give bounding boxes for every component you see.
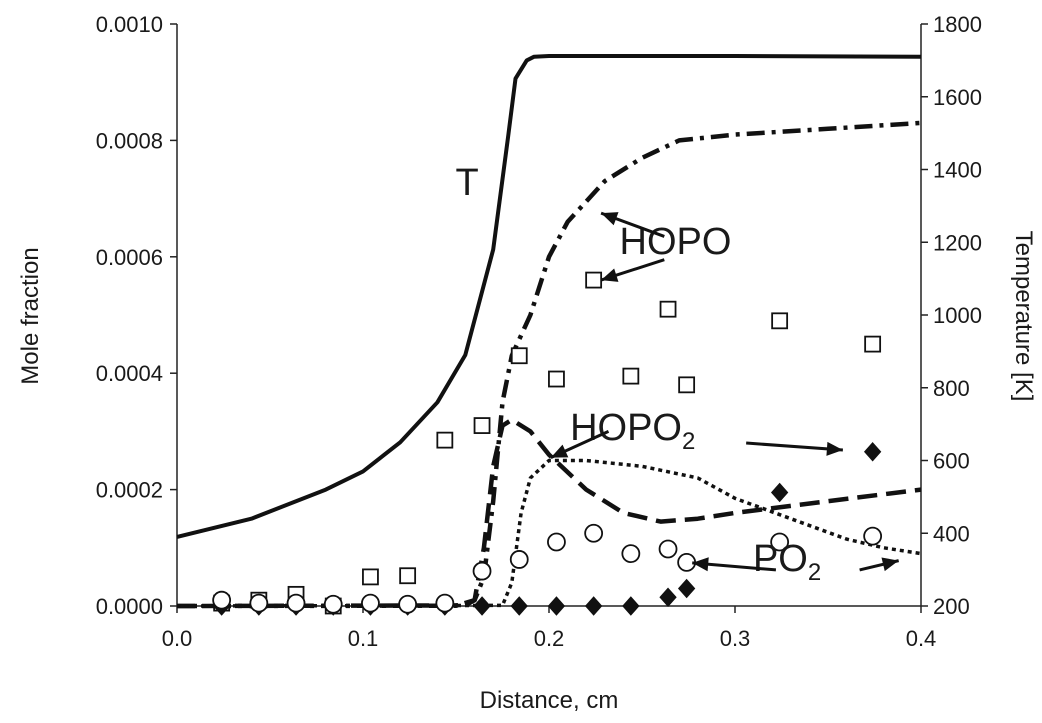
annotation-arrow-head (692, 557, 709, 572)
marker-open-circle (863, 526, 883, 546)
marker-filled-diamond (547, 596, 566, 616)
marker-open-circle (547, 532, 566, 552)
y2-tick-label: 400 (933, 521, 970, 546)
marker-open-circle (584, 523, 604, 543)
y-tick-label: 0.0002 (96, 478, 163, 503)
x-tick-label: 0.2 (534, 626, 565, 651)
annotation-HOPO2: HOPO2 (570, 407, 695, 455)
marker-filled-diamond (510, 596, 528, 616)
marker-open-square (510, 347, 528, 365)
marker-open-circle (286, 593, 306, 613)
annotation-text: T (456, 162, 479, 204)
y-axis-title: Mole fraction (17, 247, 44, 384)
marker-filled-diamond (770, 482, 789, 503)
annotation-arrow-head (826, 441, 843, 456)
marker-open-circle (621, 544, 641, 564)
y2-tick-label: 1000 (933, 303, 982, 328)
y-tick-label: 0.0004 (96, 361, 163, 386)
marker-open-circle (398, 594, 418, 614)
marker-open-circle (472, 561, 492, 581)
y2-tick-label: 800 (933, 376, 970, 401)
y-tick-label: 0.0008 (96, 128, 163, 153)
y-tick-label: 0.0000 (96, 594, 163, 619)
marker-open-circle (212, 590, 232, 610)
marker-open-circle (323, 594, 343, 614)
y2-tick-label: 1600 (933, 85, 982, 110)
marker-open-square (864, 335, 882, 353)
series-line-solid (176, 54, 922, 539)
annotation-text: HOPO (570, 407, 682, 449)
marker-open-square (548, 370, 565, 388)
marker-filled-diamond (584, 596, 603, 616)
tick-labels: 0.0 0.1 0.2 0.3 0.4 0.0000 0.0002 0.0004 0.0006 0… (96, 12, 982, 651)
axes (170, 23, 928, 613)
marker-open-square (473, 417, 491, 434)
marker-open-square (436, 431, 454, 449)
annotation-arrow-head (550, 444, 569, 458)
y2-tick-label: 600 (933, 449, 970, 474)
marker-open-circle (361, 593, 380, 613)
y2-tick-label: 1200 (933, 230, 982, 255)
marker-layer (212, 271, 883, 616)
annotation-PO2: PO2 (753, 538, 821, 586)
annotation-arrow-head (601, 212, 619, 226)
y-tick-label: 0.0010 (96, 12, 163, 37)
marker-open-square (362, 568, 379, 586)
marker-filled-diamond (863, 442, 882, 462)
x-tick-label: 0.4 (906, 626, 937, 651)
x-axis-title: Distance, cm (480, 687, 619, 714)
y2-tick-label: 200 (933, 594, 970, 619)
marker-open-circle (435, 593, 455, 613)
marker-filled-diamond (473, 596, 491, 616)
y2-tick-label: 1800 (933, 12, 982, 37)
marker-open-circle (658, 539, 678, 559)
y-tick-label: 0.0006 (96, 245, 163, 270)
marker-open-square (399, 567, 417, 585)
x-tick-label: 0.0 (162, 626, 193, 651)
series-line-dash-dot (176, 120, 922, 609)
x-tick-label: 0.3 (720, 626, 751, 651)
x-tick-label: 0.1 (348, 626, 379, 651)
y2-tick-label: 1400 (933, 158, 982, 183)
marker-open-circle (249, 593, 269, 613)
annotation-subscript: 2 (682, 428, 695, 455)
marker-open-square (659, 300, 677, 318)
annotation-subscript: 2 (808, 559, 821, 586)
marker-open-square (771, 312, 789, 330)
marker-filled-diamond (677, 578, 696, 599)
annotation-arrow-line (746, 441, 843, 452)
annotation-text: PO (753, 538, 808, 580)
marker-open-square (622, 367, 640, 385)
y2-axis-title: Temperature [K] (1010, 231, 1037, 402)
marker-filled-diamond (659, 587, 677, 608)
marker-open-circle (509, 550, 529, 569)
marker-filled-diamond (622, 596, 640, 616)
series-layer (176, 54, 922, 609)
marker-open-square (678, 376, 696, 394)
marker-open-circle (770, 532, 790, 552)
annotation-arrow-head (601, 268, 619, 282)
annotation-arrow-head (881, 557, 899, 572)
marker-open-square (585, 271, 603, 289)
series-line-dotted (176, 458, 922, 608)
annotation-T: T (456, 162, 479, 204)
